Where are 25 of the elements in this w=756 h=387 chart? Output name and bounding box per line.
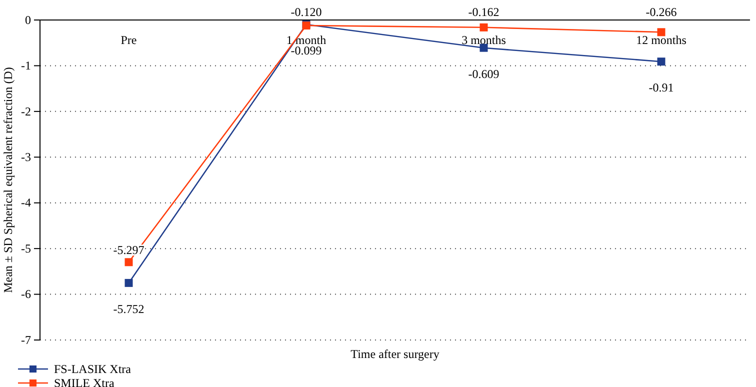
- point: [480, 23, 488, 32]
- data-label: -5.752: [113, 302, 144, 316]
- x-tick-label: 3 months: [462, 33, 506, 47]
- y-tick-label: -7: [21, 332, 31, 347]
- y-tick-label: -6: [21, 287, 31, 302]
- data-label: -0.266: [646, 5, 677, 19]
- y-tick-label: -4: [21, 196, 31, 210]
- data-label: -0.120: [290, 5, 322, 19]
- y-tick-label: -3: [21, 150, 31, 164]
- x-tick-label: 12 months: [636, 33, 687, 47]
- y-tick-label: -5: [21, 241, 31, 256]
- point: [124, 258, 133, 266]
- data-label: -0.91: [648, 80, 674, 95]
- data-label: -0.162: [468, 5, 500, 19]
- y-axis-title: Mean ± SD Spherical equivalent refraction (D): [1, 67, 15, 293]
- legend-label: SMILE Xtra: [54, 376, 115, 387]
- y-tick-label: -1: [21, 58, 31, 73]
- legend-label: FS-LASIK Xtra: [54, 362, 132, 376]
- point: [124, 278, 133, 287]
- y-tick-label: -2: [21, 104, 31, 118]
- x-tick-label: Pre: [120, 33, 137, 47]
- data-label: -0.609: [468, 66, 500, 81]
- y-tick-label: 0: [25, 12, 31, 27]
- x-axis-title: Time after surgery: [350, 347, 440, 361]
- point: [657, 58, 666, 66]
